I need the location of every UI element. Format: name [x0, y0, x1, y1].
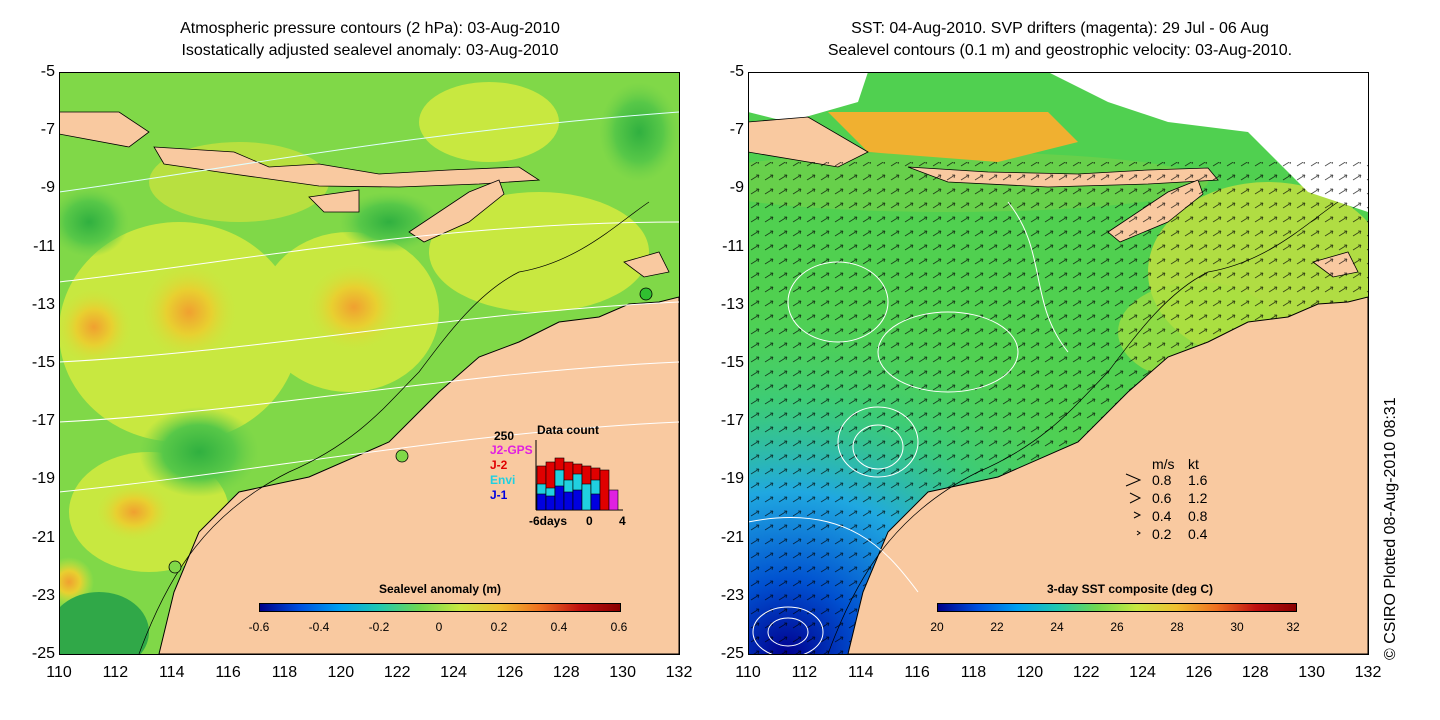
left-title: Atmospheric pressure contours (2 hPa): 0… [60, 18, 680, 62]
x-tick-label: 128 [1241, 664, 1269, 681]
left-colorbar-label: 0.4 [550, 620, 568, 634]
inset-title: Data count [537, 423, 600, 437]
y-tick-label: -13 [31, 295, 55, 313]
velocity-legend-kt: 0.8 [1188, 508, 1208, 524]
x-tick-label: 120 [1016, 664, 1044, 681]
right-colorbar-label: 24 [1050, 620, 1064, 634]
velocity-legend-header-ms: m/s [1152, 456, 1175, 472]
y-tick-label: -19 [720, 470, 744, 488]
right-colorbar-label: 22 [990, 620, 1004, 634]
inset-mission-j2gps: J2-GPS [490, 443, 533, 457]
x-tick-label: 132 [665, 664, 693, 681]
x-tick-label: 126 [496, 664, 524, 681]
x-tick-label: 112 [102, 664, 129, 681]
x-tick-label: 132 [1354, 664, 1382, 681]
y-tick-label: -23 [31, 586, 55, 604]
inset-max-label: 250 [494, 429, 515, 443]
x-tick-label: 118 [271, 664, 298, 681]
right-title-line2: Sealevel contours (0.1 m) and geostrophi… [827, 42, 1293, 59]
inset-x-left: -6days [529, 514, 568, 528]
right-title-line1: SST: 04-Aug-2010. SVP drifters (magenta)… [851, 20, 1269, 37]
y-tick-label: -21 [31, 528, 55, 546]
y-tick-label: -7 [40, 121, 55, 139]
x-tick-label: 120 [327, 664, 355, 681]
right-colorbar-label: 26 [1110, 620, 1124, 634]
x-tick-label: 130 [609, 664, 636, 681]
left-title-line1: Atmospheric pressure contours (2 hPa): 0… [180, 20, 560, 37]
velocity-arrow-glyphs [1125, 473, 1142, 536]
right-colorbar-label: 28 [1170, 620, 1184, 634]
left-colorbar-label: 0 [435, 620, 443, 634]
x-tick-label: 126 [1185, 664, 1213, 681]
velocity-legend-header-kt: kt [1188, 456, 1199, 472]
x-tick-label: 114 [158, 664, 185, 681]
x-tick-label: 116 [215, 664, 241, 681]
data-count-histogram [535, 440, 623, 511]
right-colorbar-label: 32 [1286, 620, 1300, 634]
right-colorbar-label: 30 [1230, 620, 1244, 634]
y-tick-label: -5 [40, 63, 55, 80]
x-tick-label: 128 [552, 664, 580, 681]
y-tick-label: -17 [720, 412, 744, 430]
y-tick-label: -7 [729, 121, 744, 139]
x-tick-label: 124 [440, 664, 467, 681]
right-map [748, 72, 1368, 654]
right-colorbar-title: 3-day SST composite (deg C) [1046, 582, 1214, 596]
inset-mission-envi: Envi [490, 473, 516, 487]
left-colorbar-label: -0.4 [308, 620, 330, 634]
velocity-legend-ms: 0.2 [1152, 526, 1172, 542]
left-colorbar-label: 0.6 [610, 620, 628, 634]
inset-mission-j1: J-1 [490, 488, 508, 502]
velocity-legend-kt: 1.2 [1188, 490, 1208, 506]
left-title-line2: Isostatically adjusted sealevel anomaly:… [181, 42, 559, 59]
inset-x-mid: 0 [586, 514, 593, 528]
velocity-legend-ms: 0.4 [1152, 508, 1172, 524]
y-tick-label: -19 [31, 470, 55, 488]
right-title: SST: 04-Aug-2010. SVP drifters (magenta)… [740, 18, 1380, 62]
x-tick-label: 114 [847, 664, 874, 681]
y-tick-label: -11 [33, 237, 55, 255]
x-tick-label: 110 [735, 664, 761, 681]
x-tick-label: 118 [960, 664, 987, 681]
velocity-legend-kt: 0.4 [1188, 526, 1208, 542]
velocity-legend-ms: 0.8 [1152, 472, 1172, 488]
y-tick-label: -11 [722, 237, 744, 255]
x-tick-label: 116 [904, 664, 930, 681]
x-tick-label: 124 [1129, 664, 1156, 681]
y-tick-label: -13 [720, 295, 744, 313]
left-colorbar-title: Sealevel anomaly (m) [378, 582, 502, 596]
y-tick-label: -17 [31, 412, 55, 430]
y-tick-label: -5 [729, 63, 744, 80]
y-tick-label: -9 [40, 179, 55, 197]
inset-x-right: 4 [619, 514, 626, 528]
inset-mission-j2: J-2 [490, 458, 508, 472]
x-tick-label: 122 [383, 664, 411, 681]
y-tick-label: -21 [720, 528, 744, 546]
left-colorbar-label: -0.2 [368, 620, 390, 634]
right-colorbar-label: 20 [930, 620, 944, 634]
left-colorbar-label: -0.6 [248, 620, 270, 634]
left-colorbar-label: 0.2 [490, 620, 508, 634]
y-tick-label: -25 [31, 645, 55, 662]
y-tick-label: -23 [720, 586, 744, 604]
y-tick-label: -15 [720, 354, 744, 371]
right-colorbar-gradient [937, 603, 1297, 612]
x-tick-label: 122 [1072, 664, 1100, 681]
x-tick-label: 130 [1298, 664, 1325, 681]
y-tick-label: -9 [729, 179, 744, 197]
y-tick-label: -25 [720, 645, 744, 662]
left-colorbar-gradient [259, 603, 621, 612]
velocity-legend-ms: 0.6 [1152, 490, 1172, 506]
velocity-legend-kt: 1.6 [1188, 472, 1208, 488]
x-tick-label: 110 [46, 664, 72, 681]
sst-map [748, 72, 1368, 654]
x-tick-label: 112 [791, 664, 818, 681]
y-tick-label: -15 [31, 354, 55, 371]
plot-credit: © CSIRO Plotted 08-Aug-2010 08:31 [1382, 397, 1399, 660]
sealevel-anomaly-map [59, 72, 679, 654]
left-map [59, 72, 679, 654]
